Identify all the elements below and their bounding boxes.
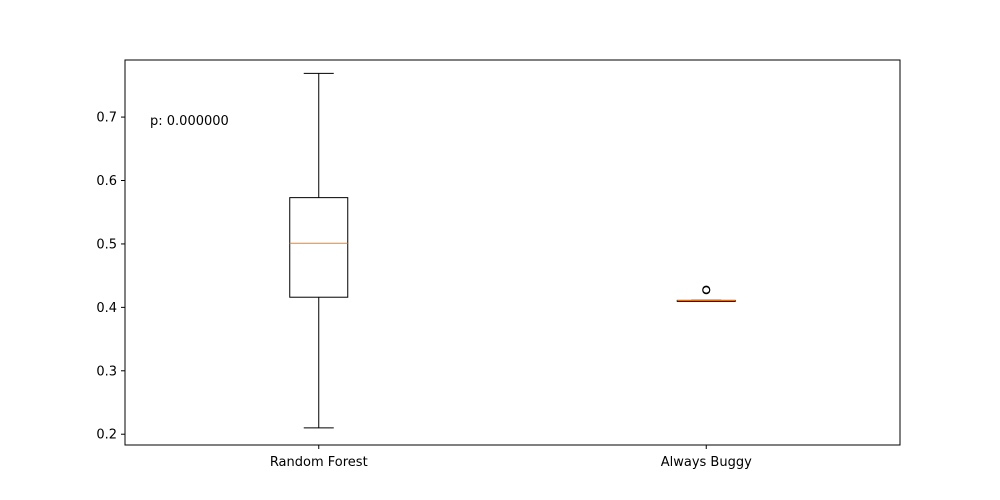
iqr-box bbox=[289, 197, 349, 298]
plot-marks bbox=[289, 72, 736, 429]
y-tick-label: 0.2 bbox=[96, 428, 117, 443]
y-tick-label: 0.4 bbox=[96, 301, 117, 316]
y-tick-label: 0.6 bbox=[96, 174, 117, 189]
box-group-0 bbox=[289, 72, 349, 429]
y-axis: 0.2 0.3 0.4 0.5 0.6 0.7 bbox=[96, 111, 125, 443]
y-tick-label: 0.3 bbox=[96, 364, 117, 379]
y-tick-label: 0.5 bbox=[96, 237, 117, 252]
outlier-point bbox=[702, 285, 711, 294]
x-axis: Random Forest Always Buggy bbox=[270, 445, 752, 470]
x-tick-label: Always Buggy bbox=[661, 455, 752, 470]
x-tick-label: Random Forest bbox=[270, 455, 368, 470]
p-value-annotation: p: 0.000000 bbox=[150, 114, 229, 129]
box-group-1 bbox=[676, 285, 736, 302]
axes-frame bbox=[124, 59, 901, 446]
y-tick-label: 0.7 bbox=[96, 111, 117, 126]
